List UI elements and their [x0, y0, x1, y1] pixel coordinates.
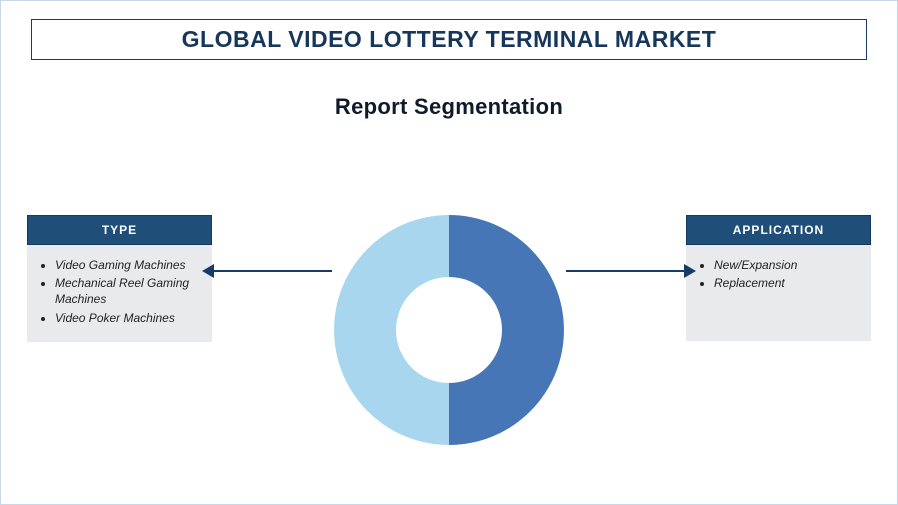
list-item: New/Expansion	[714, 257, 861, 273]
list-item: Video Poker Machines	[55, 310, 202, 326]
main-area: TYPE Video Gaming Machines Mechanical Re…	[1, 160, 897, 500]
donut-slice-left	[334, 215, 449, 445]
list-item: Replacement	[714, 275, 861, 291]
donut-slice-right	[449, 215, 564, 445]
panel-application-body: New/Expansion Replacement	[686, 245, 871, 341]
panel-type-header: TYPE	[27, 215, 212, 245]
arrow-head-icon	[202, 264, 214, 278]
arrow-left	[212, 270, 332, 272]
panel-type: TYPE Video Gaming Machines Mechanical Re…	[27, 215, 212, 342]
arrow-head-icon	[684, 264, 696, 278]
title-bar: GLOBAL VIDEO LOTTERY TERMINAL MARKET	[31, 19, 867, 60]
subtitle: Report Segmentation	[1, 94, 897, 120]
panel-application-header: APPLICATION	[686, 215, 871, 245]
panel-type-body: Video Gaming Machines Mechanical Reel Ga…	[27, 245, 212, 342]
panel-application: APPLICATION New/Expansion Replacement	[686, 215, 871, 341]
list-item: Mechanical Reel Gaming Machines	[55, 275, 202, 307]
list-item: Video Gaming Machines	[55, 257, 202, 273]
arrow-right	[566, 270, 686, 272]
page-title: GLOBAL VIDEO LOTTERY TERMINAL MARKET	[182, 26, 717, 52]
donut-chart	[334, 215, 564, 445]
